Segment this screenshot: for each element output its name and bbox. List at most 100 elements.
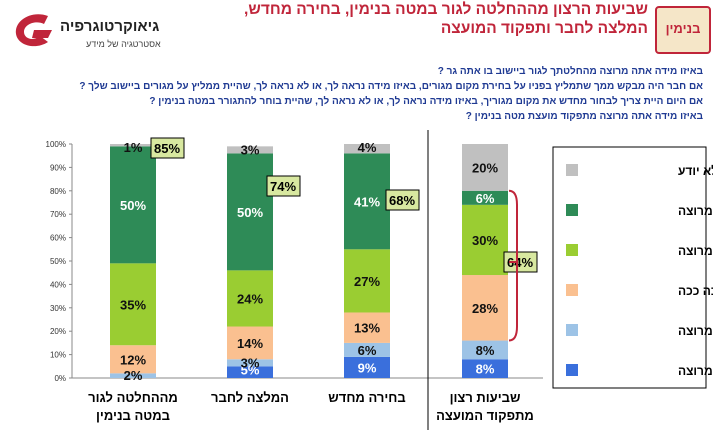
bar-segment xyxy=(462,190,508,205)
bar-value-label: 6% xyxy=(358,343,377,358)
legend-swatch xyxy=(566,324,578,336)
y-tick-label: 100% xyxy=(46,140,66,149)
bar-value-label: 8% xyxy=(476,362,495,377)
bar-segment xyxy=(110,373,156,378)
bracket-line xyxy=(508,189,518,342)
callout-box xyxy=(150,137,185,159)
y-tick-label: 40% xyxy=(50,280,66,289)
binyamin-logo: בנימין xyxy=(655,6,711,54)
bar-segment xyxy=(227,146,273,154)
bar-value-label: 20% xyxy=(472,160,498,175)
bar-value-label: 28% xyxy=(472,301,498,316)
bar-segment xyxy=(462,340,508,360)
bar-value-label: 50% xyxy=(120,198,146,213)
y-tick-label: 30% xyxy=(50,304,66,313)
callout-box xyxy=(266,175,301,197)
bar-value-label: 27% xyxy=(354,274,380,289)
bar-segment xyxy=(344,342,390,357)
legend-swatch xyxy=(566,204,578,216)
bar-segment xyxy=(462,275,508,341)
question-3: אם היום היית צריך לבחור מחדש את מקום מגו… xyxy=(149,96,703,107)
bar-value-label: 35% xyxy=(120,297,146,312)
callout-box xyxy=(503,251,538,273)
bar-value-label: 3% xyxy=(241,355,260,370)
y-tick-label: 70% xyxy=(50,210,66,219)
bar-value-label: 6% xyxy=(476,191,495,206)
bar-segment xyxy=(110,144,156,147)
bar-value-label: 13% xyxy=(354,321,380,336)
logo-tagline: אסטרטגיה של מידע xyxy=(86,39,161,49)
bar-value-label: 4% xyxy=(358,140,377,155)
bar-value-label: 30% xyxy=(472,233,498,248)
x-category-label: במטה בנימין xyxy=(96,408,170,423)
bar-value-label: 3% xyxy=(241,142,260,157)
legend-box xyxy=(552,146,707,389)
legend-swatch xyxy=(566,164,578,176)
legend-label: מאוד מרוצה xyxy=(678,204,713,218)
page-title: שביעות הרצון מההחלטה לגור במטה בנימין, ב… xyxy=(188,0,648,62)
legend-label: כלל לא מרוצה xyxy=(678,364,713,378)
bar-value-label: 14% xyxy=(237,336,263,351)
y-tick-label: 80% xyxy=(50,187,66,196)
logo-brand-text: גיאוקרטוגרפיה xyxy=(60,18,160,35)
bar-value-label: 5% xyxy=(241,362,260,377)
y-tick-label: 90% xyxy=(50,163,66,172)
question-1: באיזו מידה אתה מרוצה מהחלטתך לגור ביישוב… xyxy=(437,66,703,77)
y-tick-label: 10% xyxy=(50,351,66,360)
logo-swoosh-icon xyxy=(15,14,52,47)
bar-segment xyxy=(462,204,508,276)
bar-segment xyxy=(344,153,390,250)
bar-value-label: 9% xyxy=(358,360,377,375)
header: גיאוקרטוגרפיה אסטרטגיה של מידע שביעות הר… xyxy=(0,0,713,66)
callout-label: 85% xyxy=(154,141,180,156)
y-tick-label: 50% xyxy=(50,257,66,266)
legend-swatch xyxy=(566,284,578,296)
bar-segment xyxy=(227,366,273,378)
bar-segment xyxy=(344,312,390,343)
bar-value-label: 2% xyxy=(124,368,143,383)
bar-segment xyxy=(110,146,156,264)
title-line-1: שביעות הרצון מההחלטה לגור במטה בנימין, ב… xyxy=(244,1,648,18)
y-tick-label: 60% xyxy=(50,234,66,243)
x-category-label: המלצה לחבר xyxy=(211,390,289,405)
bar-segment xyxy=(227,270,273,327)
callout-label: 68% xyxy=(389,193,415,208)
bar-segment xyxy=(110,263,156,346)
bar-segment xyxy=(344,144,390,154)
bar-segment xyxy=(227,326,273,360)
y-tick-label: 20% xyxy=(50,327,66,336)
bar-value-label: 50% xyxy=(237,205,263,220)
x-category-label: בחירה מחדש xyxy=(328,390,405,405)
legend-label: לא יודע xyxy=(678,164,713,178)
legend-swatch xyxy=(566,244,578,256)
bar-segment xyxy=(462,144,508,191)
legend-swatch xyxy=(566,364,578,376)
bar-value-label: 41% xyxy=(354,194,380,209)
question-2: אם חבר היה מבקש ממך שתמליץ בפניו על בחיר… xyxy=(79,81,703,92)
question-4: באיזו מידה אתה מרוצה מתפקוד מועצת מטה בנ… xyxy=(465,111,703,122)
bar-segment xyxy=(110,345,156,374)
x-category-label: מתפקוד המועצה xyxy=(436,408,534,423)
y-tick-label: 0% xyxy=(54,374,66,383)
legend-label: ככה ככה xyxy=(678,284,713,298)
x-category-label: מההחלטה לגור xyxy=(88,390,178,405)
bar-value-label: 1% xyxy=(124,140,143,155)
bar-segment xyxy=(462,359,508,378)
callout-label: 64% xyxy=(507,255,533,270)
bar-segment xyxy=(227,153,273,271)
bar-value-label: 24% xyxy=(237,291,263,306)
callout-box xyxy=(385,189,420,211)
bar-value-label: 12% xyxy=(120,352,146,367)
callout-label: 74% xyxy=(270,179,296,194)
bar-value-label: 8% xyxy=(476,343,495,358)
geocartography-logo: גיאוקרטוגרפיה אסטרטגיה של מידע xyxy=(8,8,161,54)
bar-segment xyxy=(344,356,390,378)
binyamin-logo-text: בנימין xyxy=(665,21,701,36)
title-line-2: המלצה לחבר ותפקוד המועצה xyxy=(440,20,648,37)
bar-segment xyxy=(227,359,273,367)
bar-segment xyxy=(344,249,390,313)
legend-label: לא מרוצה xyxy=(678,324,713,338)
legend-label: מרוצה xyxy=(678,244,713,258)
x-category-label: שביעות רצון xyxy=(450,390,521,405)
